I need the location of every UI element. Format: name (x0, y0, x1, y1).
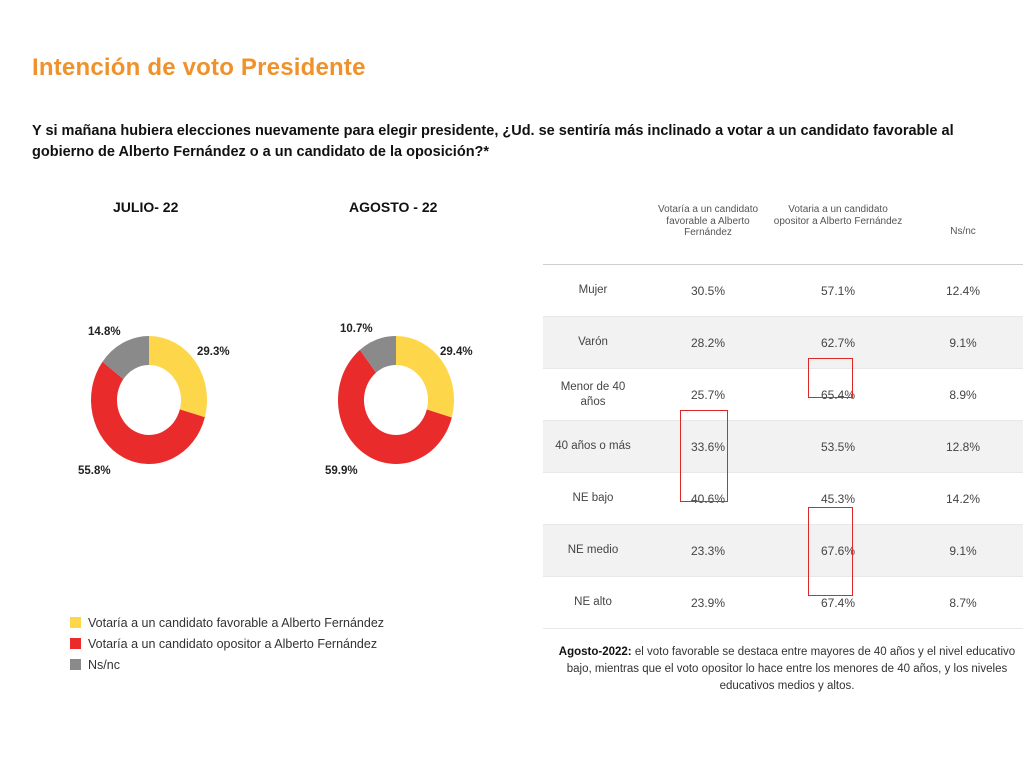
table-cell-segment: NE medio (567, 544, 619, 556)
donut-julio-opositor-label: 55.8% (78, 465, 111, 477)
table-body: Mujer 30.5% 57.1% 12.4% Varón 28.2% 62.7… (543, 265, 1023, 629)
table-cell-favorable: 33.6% (690, 439, 726, 454)
footnote-text: el voto favorable se destaca entre mayor… (566, 646, 1016, 692)
table-cell-opositor: 62.7% (820, 335, 856, 350)
legend-item-favorable: Votaría a un candidato favorable a Alber… (70, 612, 384, 633)
survey-question: Y si mañana hubiera elecciones nuevament… (32, 123, 954, 160)
donut-slice-nsnc (102, 336, 149, 380)
table-header: Votaría a un candidato favorable a Alber… (543, 200, 1023, 265)
table-cell-segment: Menor de 40 años (560, 380, 626, 408)
donut-slice-opositor (90, 361, 205, 464)
table-cell-opositor: 45.3% (820, 491, 856, 506)
table-row: 40 años o más 33.6% 53.5% 12.8% (543, 421, 1023, 473)
legend-label-nsnc: Ns/nc (88, 657, 120, 672)
table-row: Varón 28.2% 62.7% 9.1% (543, 317, 1023, 369)
legend-swatch-favorable (70, 617, 81, 628)
donut-slice-opositor (338, 349, 452, 464)
highlight-box (808, 507, 853, 596)
table-cell-opositor: 67.4% (820, 595, 856, 610)
page-title: Intención de voto Presidente (32, 54, 366, 81)
donut-julio-favorable-label: 29.3% (197, 346, 230, 358)
table-cell-nsnc: 14.2% (945, 491, 981, 506)
table-cell-segment: Varón (578, 336, 608, 348)
legend-item-nsnc: Ns/nc (70, 654, 384, 675)
donut-chart-agosto (338, 336, 454, 464)
table-row: Mujer 30.5% 57.1% 12.4% (543, 265, 1023, 317)
footnote-lead: Agosto-2022: (558, 646, 632, 658)
donut-title-julio: JULIO- 22 (113, 199, 179, 215)
table-cell-nsnc: 8.7% (949, 595, 977, 610)
donut-slice-nsnc (359, 336, 396, 373)
table-cell-segment: Mujer (578, 284, 608, 296)
footnote: Agosto-2022: el voto favorable se destac… (558, 644, 1016, 695)
donut-agosto-nsnc-label: 10.7% (340, 323, 373, 335)
donut-julio-nsnc-label: 14.8% (88, 326, 121, 338)
table-cell-opositor: 57.1% (820, 283, 856, 298)
table-cell-opositor: 65.4% (820, 387, 856, 402)
donut-chart-julio (90, 336, 207, 464)
table-cell-nsnc: 9.1% (949, 543, 977, 558)
table-cell-favorable: 23.3% (690, 543, 726, 558)
table-row: NE medio 23.3% 67.6% 9.1% (543, 525, 1023, 577)
table-cell-favorable: 30.5% (690, 283, 726, 298)
table-header-opositor: Votaria a un candidato opositor a Albert… (773, 204, 903, 227)
table-header-favorable: Votaría a un candidato favorable a Alber… (657, 204, 759, 238)
legend-swatch-nsnc (70, 659, 81, 670)
table-cell-favorable: 28.2% (690, 335, 726, 350)
table-cell-favorable: 23.9% (690, 595, 726, 610)
donut-title-agosto: AGOSTO - 22 (349, 199, 438, 215)
donut-slice-favorable (149, 336, 207, 418)
breakdown-table: Votaría a un candidato favorable a Alber… (543, 200, 1023, 629)
legend-label-favorable: Votaría a un candidato favorable a Alber… (88, 615, 385, 630)
table-cell-segment: NE bajo (572, 492, 614, 504)
table-header-nsnc: Ns/nc (950, 226, 976, 238)
legend-label-opositor: Votaría a un candidato opositor a Albert… (88, 636, 378, 651)
table-cell-opositor: 53.5% (820, 439, 856, 454)
donut-slice-favorable (396, 336, 454, 418)
table-cell-nsnc: 12.4% (945, 283, 981, 298)
table-cell-opositor: 67.6% (820, 543, 856, 558)
table-cell-favorable: 40.6% (690, 491, 726, 506)
table-cell-segment: 40 años o más (555, 440, 631, 452)
table-row: Menor de 40 años 25.7% 65.4% 8.9% (543, 369, 1023, 421)
table-cell-nsnc: 8.9% (949, 387, 977, 402)
table-cell-segment: NE alto (574, 596, 612, 608)
legend-item-opositor: Votaría a un candidato opositor a Albert… (70, 633, 384, 654)
table-cell-nsnc: 12.8% (945, 439, 981, 454)
table-cell-favorable: 25.7% (690, 387, 726, 402)
highlight-box (808, 358, 853, 398)
donut-agosto-opositor-label: 59.9% (325, 465, 358, 477)
table-row: NE alto 23.9% 67.4% 8.7% (543, 577, 1023, 629)
chart-legend: Votaría a un candidato favorable a Alber… (70, 612, 384, 675)
legend-swatch-opositor (70, 638, 81, 649)
table-row: NE bajo 40.6% 45.3% 14.2% (543, 473, 1023, 525)
highlight-box (680, 410, 728, 502)
table-cell-nsnc: 9.1% (949, 335, 977, 350)
donut-agosto-favorable-label: 29.4% (440, 346, 473, 358)
table-header-segment (543, 200, 643, 264)
